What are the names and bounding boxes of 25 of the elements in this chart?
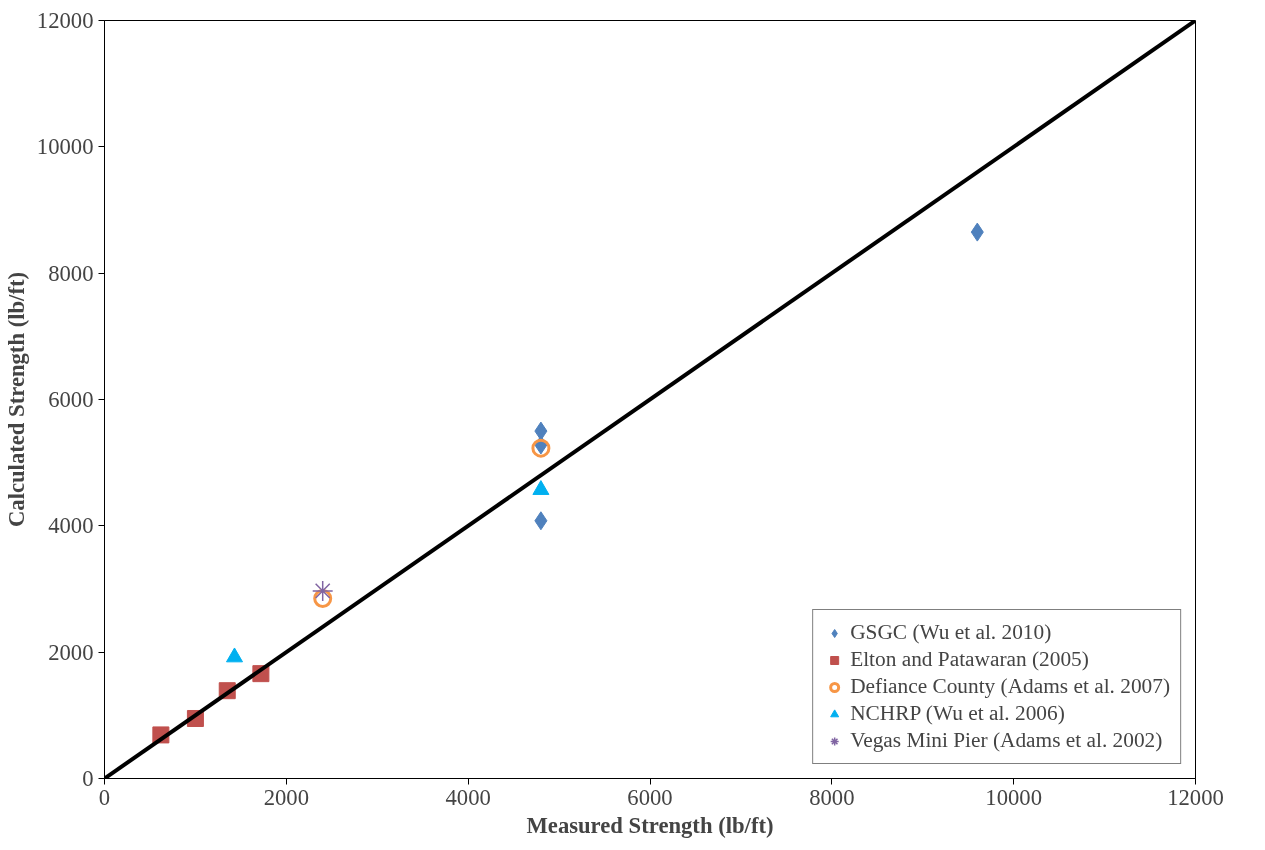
legend-label: Defiance County (Adams et al. 2007) bbox=[850, 674, 1170, 699]
y-tick-label: 4000 bbox=[48, 513, 94, 539]
x-tick-label: 10000 bbox=[985, 784, 1042, 810]
y-axis-title: Calculated Strength (lb/ft) bbox=[3, 271, 29, 528]
x-axis-title: Measured Strength (lb/ft) bbox=[526, 812, 774, 838]
x-tick-label: 12000 bbox=[1167, 784, 1224, 810]
point bbox=[970, 222, 984, 242]
legend-label: NCHRP (Wu et al. 2006) bbox=[850, 701, 1065, 726]
x-tick-label: 6000 bbox=[627, 784, 673, 810]
point bbox=[311, 580, 334, 602]
y-tick-label: 0 bbox=[82, 766, 94, 791]
point bbox=[534, 511, 548, 531]
legend-label: Elton and Patawaran (2005) bbox=[850, 647, 1089, 672]
x-tick-label: 4000 bbox=[445, 784, 491, 810]
y-tick-label: 6000 bbox=[48, 387, 94, 412]
x-tick-label: 2000 bbox=[263, 784, 309, 810]
x-tick-label: 0 bbox=[98, 784, 111, 810]
y-tick-label: 12000 bbox=[36, 8, 94, 33]
y-tick-label: 8000 bbox=[48, 260, 94, 286]
legend-label: GSGC (Wu et al. 2010) bbox=[850, 620, 1052, 645]
x-tick-label: 8000 bbox=[809, 784, 855, 810]
y-tick-label: 2000 bbox=[48, 639, 94, 665]
y-tick-label: 10000 bbox=[36, 134, 94, 160]
legend-label: Vegas Mini Pier (Adams et al. 2002) bbox=[850, 728, 1163, 753]
point bbox=[534, 421, 548, 441]
